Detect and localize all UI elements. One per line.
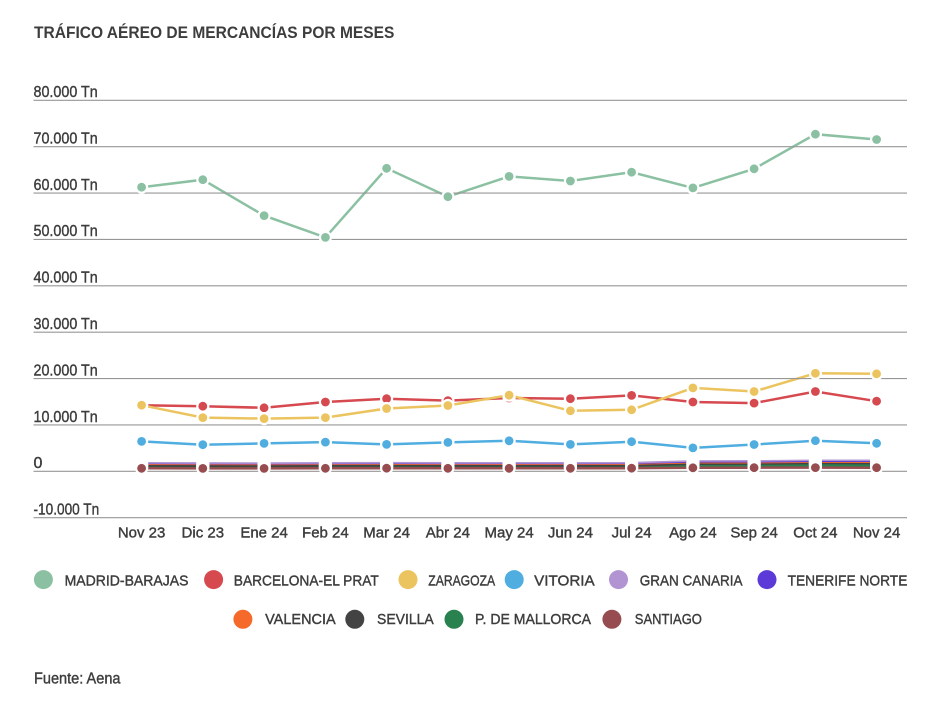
svg-text:VITORIA: VITORIA: [534, 572, 595, 589]
svg-text:ZARAGOZA: ZARAGOZA: [428, 572, 495, 589]
svg-text:BARCELONA-EL PRAT: BARCELONA-EL PRAT: [234, 572, 379, 589]
svg-text:Ene 24: Ene 24: [240, 525, 288, 542]
svg-text:-10.000 Tn: -10.000 Tn: [34, 502, 100, 519]
svg-text:Mar 24: Mar 24: [363, 525, 410, 542]
svg-text:20.000 Tn: 20.000 Tn: [34, 362, 98, 379]
svg-text:SANTIAGO: SANTIAGO: [635, 611, 702, 628]
svg-text:Sep 24: Sep 24: [730, 525, 778, 542]
svg-text:Nov 24: Nov 24: [853, 525, 901, 542]
svg-text:TRÁFICO AÉREO DE MERCANCÍAS PO: TRÁFICO AÉREO DE MERCANCÍAS POR MESES: [34, 23, 394, 42]
svg-text:30.000 Tn: 30.000 Tn: [34, 316, 98, 333]
svg-text:Dic 23: Dic 23: [182, 525, 225, 542]
svg-text:Jul 24: Jul 24: [612, 525, 652, 542]
svg-text:Ago 24: Ago 24: [669, 525, 717, 542]
svg-text:GRAN CANARIA: GRAN CANARIA: [640, 572, 743, 589]
svg-text:Fuente: Aena: Fuente: Aena: [34, 670, 121, 687]
svg-text:Jun 24: Jun 24: [548, 525, 593, 542]
svg-text:Oct 24: Oct 24: [793, 525, 837, 542]
svg-text:MADRID-BARAJAS: MADRID-BARAJAS: [65, 572, 189, 589]
svg-text:Nov 23: Nov 23: [118, 525, 166, 542]
svg-text:TENERIFE NORTE: TENERIFE NORTE: [788, 572, 908, 589]
svg-text:0: 0: [34, 455, 43, 472]
svg-text:Abr 24: Abr 24: [426, 525, 470, 542]
svg-text:VALENCIA: VALENCIA: [265, 611, 336, 628]
svg-text:P. DE MALLORCA: P. DE MALLORCA: [475, 611, 591, 628]
svg-text:70.000 Tn: 70.000 Tn: [34, 131, 98, 148]
svg-text:SEVILLA: SEVILLA: [377, 611, 434, 628]
svg-text:80.000 Tn: 80.000 Tn: [34, 84, 98, 101]
svg-text:40.000 Tn: 40.000 Tn: [34, 270, 98, 287]
svg-text:50.000 Tn: 50.000 Tn: [34, 223, 98, 240]
svg-text:May 24: May 24: [484, 525, 533, 542]
svg-text:Feb 24: Feb 24: [302, 525, 349, 542]
svg-text:10.000 Tn: 10.000 Tn: [34, 409, 98, 426]
svg-text:60.000 Tn: 60.000 Tn: [34, 177, 98, 194]
